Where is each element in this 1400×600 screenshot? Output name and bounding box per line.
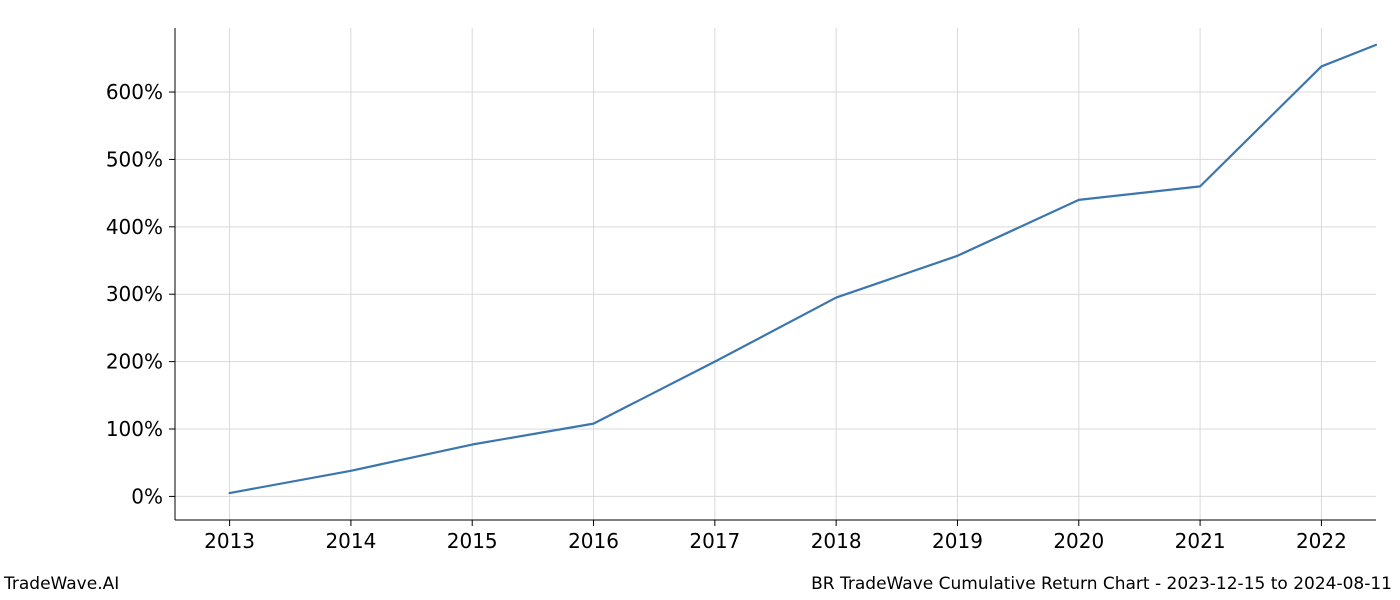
x-tick-label: 2014 [325, 529, 376, 553]
x-tick-label: 2015 [447, 529, 498, 553]
chart-footer: TradeWave.AI BR TradeWave Cumulative Ret… [0, 574, 1400, 594]
x-tick-label: 2016 [568, 529, 619, 553]
x-tick-label: 2021 [1175, 529, 1226, 553]
chart-background [0, 0, 1400, 600]
x-tick-label: 2020 [1053, 529, 1104, 553]
x-tick-label: 2017 [689, 529, 740, 553]
x-tick-label: 2022 [1296, 529, 1347, 553]
y-tick-label: 500% [106, 147, 163, 171]
footer-left-brand: TradeWave.AI [4, 574, 119, 594]
return-line-chart: 2013 2014 2015 2016 2017 2018 2019 2020 2021 2022… [0, 0, 1400, 600]
y-tick-label: 300% [106, 282, 163, 306]
footer-right-caption: BR TradeWave Cumulative Return Chart - 2… [811, 574, 1392, 594]
y-tick-label: 400% [106, 215, 163, 239]
y-tick-label: 0% [131, 484, 163, 508]
chart-container: 2013 2014 2015 2016 2017 2018 2019 2020 2021 2022… [0, 0, 1400, 600]
y-tick-label: 600% [106, 80, 163, 104]
x-tick-label: 2018 [811, 529, 862, 553]
x-tick-label: 2013 [204, 529, 255, 553]
y-tick-label: 100% [106, 417, 163, 441]
y-tick-label: 200% [106, 350, 163, 374]
x-tick-label: 2019 [932, 529, 983, 553]
